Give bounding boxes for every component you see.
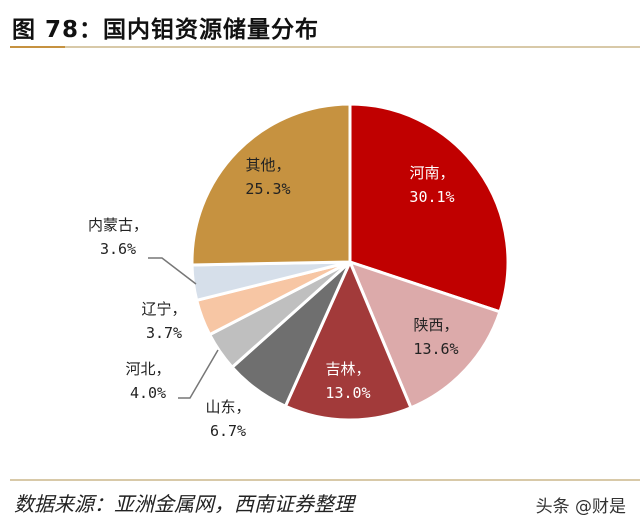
title-divider <box>10 46 640 48</box>
slice-value-label: 3.7% <box>146 324 182 342</box>
slice-name-label: 其他， <box>245 156 290 174</box>
slice-name-label: 吉林， <box>325 360 370 378</box>
chart-title: 图 78：国内钼资源储量分布 <box>12 17 320 43</box>
slice-value-label: 3.6% <box>100 240 136 258</box>
source-note: 数据来源：亚洲金属网，西南证券整理 <box>14 492 354 516</box>
watermark: 头条 @财是 <box>535 497 626 517</box>
slice-name-label: 内蒙古， <box>88 216 148 234</box>
pie-slice-0 <box>348 102 510 314</box>
pie-slice-1 <box>347 259 502 410</box>
slice-value-label: 25.3% <box>245 180 290 198</box>
slice-name-label: 陕西， <box>413 316 458 334</box>
slice-name-label: 河北， <box>125 360 170 378</box>
slice-name-label: 山东， <box>205 398 250 416</box>
slice-value-label: 6.7% <box>210 422 246 440</box>
source-divider <box>10 479 640 481</box>
slice-name-label: 河南， <box>409 164 454 182</box>
pie-slice-7 <box>190 102 352 267</box>
slice-name-label: 辽宁， <box>141 300 186 318</box>
slice-value-label: 30.1% <box>409 188 454 206</box>
leader-line-4 <box>178 349 219 399</box>
slice-value-label: 13.6% <box>413 340 458 358</box>
slice-value-label: 13.0% <box>325 384 370 402</box>
leader-line-6 <box>148 257 197 285</box>
pie-slice-2 <box>283 258 413 422</box>
slice-value-label: 4.0% <box>130 384 166 402</box>
